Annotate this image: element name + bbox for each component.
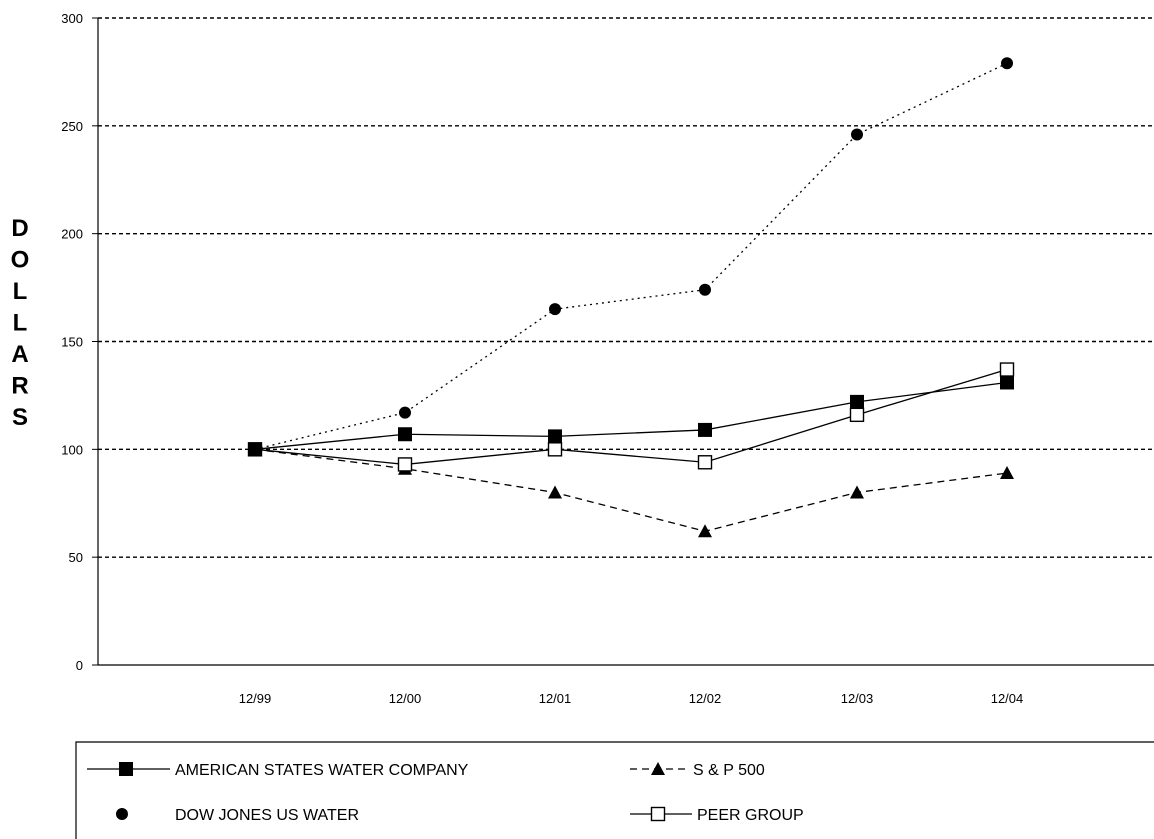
x-tick-label: 12/00 (389, 691, 422, 706)
marker-open-square (849, 407, 865, 423)
marker-triangle (1000, 466, 1014, 480)
marker-triangle (850, 485, 864, 499)
y-axis-label-letter: S (12, 404, 28, 431)
marker-square (398, 427, 412, 442)
marker-circle (116, 808, 128, 820)
marker-triangle (548, 485, 562, 499)
series-line-peer-group (254, 368, 1008, 466)
marker-circle (399, 406, 411, 419)
series-line-american-states-water-company (254, 381, 1008, 450)
marker-open-square (397, 457, 413, 472)
marker-square (1000, 375, 1014, 390)
y-axis-label-letter: R (11, 373, 28, 400)
legend-label: PEER GROUP (697, 807, 804, 824)
y-axis-ticks: 0 50 100 150 200 250 300 (61, 11, 83, 673)
legend-label: S & P 500 (693, 762, 765, 779)
x-axis-ticks: 12/99 12/00 12/01 12/02 12/03 12/04 (239, 691, 1024, 706)
x-tick-label: 12/02 (689, 691, 722, 706)
marker-open-square (650, 806, 666, 822)
legend-border (75, 741, 1154, 839)
series-markers-peer-group (247, 362, 1015, 472)
legend-item: DOW JONES US WATER (116, 807, 359, 824)
series-markers-american-states-water-company (248, 375, 1014, 457)
marker-circle (1001, 57, 1013, 70)
y-tick-label: 50 (69, 550, 83, 565)
legend-item: S & P 500 (630, 762, 765, 779)
marker-square (698, 422, 712, 437)
x-tick-label: 12/03 (841, 691, 874, 706)
marker-square (119, 762, 133, 776)
y-tick-label: 300 (61, 11, 83, 26)
marker-circle (699, 283, 711, 296)
marker-circle (549, 303, 561, 316)
marker-square (248, 442, 262, 457)
y-axis-label-letter: O (11, 247, 30, 274)
series-group (247, 57, 1015, 538)
legend-item: PEER GROUP (630, 806, 804, 824)
gridlines (98, 17, 1154, 558)
series-line-s-p-500 (254, 448, 1008, 532)
legend-label: AMERICAN STATES WATER COMPANY (175, 762, 469, 779)
legend-item: AMERICAN STATES WATER COMPANY (87, 762, 469, 779)
y-axis-label-letter: L (13, 310, 28, 337)
marker-triangle (651, 762, 665, 775)
marker-open-square (697, 455, 713, 470)
y-axis-label-letter: D (11, 215, 28, 242)
y-tick-label: 150 (61, 335, 83, 350)
marker-circle (851, 128, 863, 141)
y-axis-label-letter: A (11, 341, 28, 368)
y-tick-label: 200 (61, 227, 83, 242)
x-tick-label: 12/01 (539, 691, 572, 706)
marker-open-square (999, 362, 1015, 377)
series-markers-s-p-500 (248, 442, 1014, 538)
y-tick-label: 100 (61, 442, 83, 457)
x-tick-label: 12/99 (239, 691, 272, 706)
marker-square (850, 394, 864, 409)
series-markers-dow-jones-us-water (249, 57, 1013, 456)
marker-open-square (547, 442, 563, 457)
y-tick-label: 250 (61, 119, 83, 134)
x-tick-label: 12/04 (991, 691, 1024, 706)
axes (92, 17, 1154, 666)
marker-square (548, 429, 562, 444)
legend-label: DOW JONES US WATER (175, 807, 359, 824)
y-axis-label-letter: L (13, 278, 28, 305)
legend: AMERICAN STATES WATER COMPANY S & P 500 DO… (75, 741, 1154, 839)
series-line-dow-jones-us-water (254, 62, 1008, 450)
marker-triangle (698, 524, 712, 538)
y-tick-label: 0 (76, 658, 83, 673)
